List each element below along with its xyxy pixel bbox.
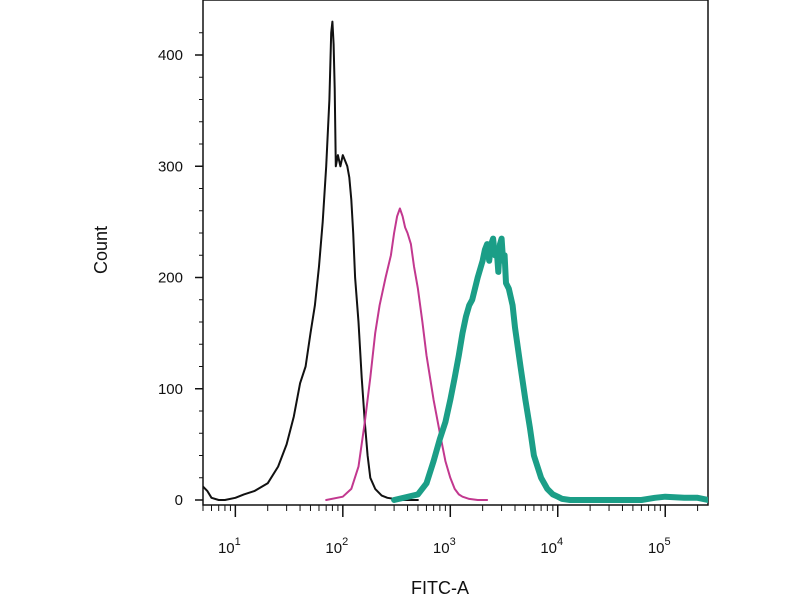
plot-frame [202, 0, 709, 506]
x-tick-label: 105 [648, 536, 671, 557]
y-tick-label: 100 [158, 381, 183, 398]
series-2-line [325, 207, 489, 501]
plot-area [199, 0, 709, 511]
series-layer [203, 20, 708, 503]
x-axis-label: FITC-A [411, 578, 469, 598]
y-axis: 0 100 200 300 400 [158, 47, 203, 509]
x-tick-label: 104 [540, 536, 563, 557]
y-tick-label: 400 [158, 47, 183, 64]
x-minor-ticks [202, 505, 699, 511]
series-1-line [203, 20, 419, 501]
x-tick-label: 101 [218, 536, 241, 557]
series-3-line [391, 235, 708, 503]
y-axis-label: Count [91, 226, 111, 274]
y-tick-label: 200 [158, 270, 183, 287]
x-tick-label: 102 [325, 536, 348, 557]
x-axis: 101 102 103 104 105 [218, 505, 671, 557]
x-tick-label: 103 [433, 536, 456, 557]
y-minor-ticks [199, 32, 203, 479]
y-tick-label: 300 [158, 158, 183, 175]
y-tick-label: 0 [175, 492, 183, 509]
